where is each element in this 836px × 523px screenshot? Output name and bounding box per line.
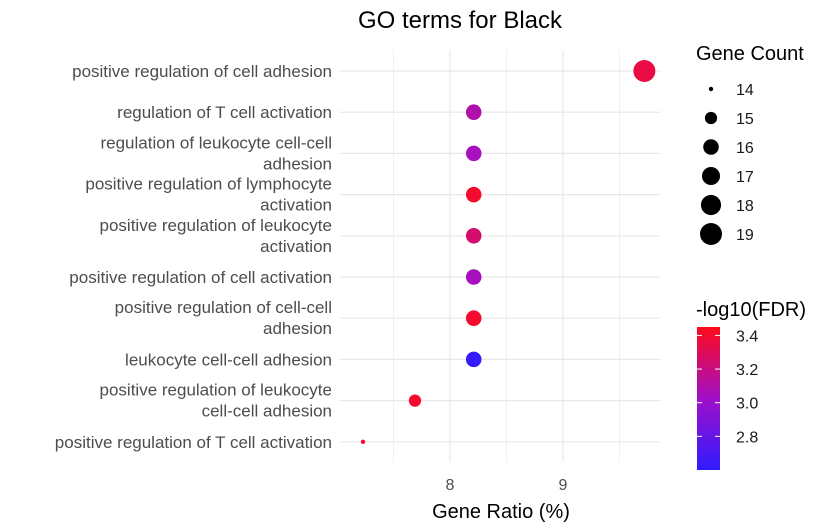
color-legend-label: 3.2 [736,362,758,379]
color-legend-label: 3.4 [736,328,758,345]
y-axis-labels: positive regulation of cell adhesion regu… [55,62,332,452]
size-legend-label: 19 [736,227,754,244]
x-axis-label: Gene Ratio (%) [432,501,570,523]
y-tick-label: leukocyte cell-cell adhesion [125,350,332,369]
size-legend-key [701,166,721,186]
color-legend-bar [697,327,720,470]
size-legend-key [704,111,718,125]
data-point [465,351,482,368]
y-tick-label: positive regulation of T cell activation [55,433,332,452]
x-tick-label: 9 [559,477,568,494]
data-points [360,60,656,444]
size-legend-title: Gene Count [696,43,804,65]
y-tick-label: positive regulation of cell activation [69,268,332,287]
y-tick-label: positive regulation of cell-cell adhesion [115,298,332,338]
color-legend: -log10(FDR) 3.4 3.2 3.0 2.8 [696,299,806,470]
size-legend-label: 14 [736,82,754,99]
data-point [465,228,482,244]
y-tick-label: regulation of T cell activation [117,103,332,122]
chart-title: GO terms for Black [358,7,563,34]
color-legend-label: 3.0 [736,396,758,413]
y-tick-label: positive regulation of lymphocyte activat… [85,175,332,215]
data-point [465,269,482,285]
y-tick-label: positive regulation of leukocyte activati… [100,216,332,256]
y-tick-label: regulation of leukocyte cell-cell adhesio… [100,133,332,173]
color-legend-title: -log10(FDR) [696,299,806,321]
size-legend-key [700,223,722,245]
size-legend-key [700,194,722,216]
size-legend-key [703,139,719,155]
size-legend-label: 18 [736,198,754,215]
data-point [465,145,482,162]
color-legend-label: 2.8 [736,429,758,446]
data-point [408,394,422,407]
size-legend-label: 16 [736,140,754,157]
data-point [360,439,366,444]
size-legend-key [708,86,714,92]
y-tick-label: positive regulation of leukocyte cell-cel… [100,381,332,421]
y-tick-label: positive regulation of cell adhesion [72,62,332,81]
x-tick-label: 8 [446,477,455,494]
size-legend: Gene Count 14 15 16 17 18 19 [696,43,804,245]
data-point [465,310,482,326]
data-point [633,60,656,82]
data-point [465,186,482,203]
size-legend-label: 15 [736,111,754,128]
size-legend-label: 17 [736,169,754,186]
gridlines [340,50,660,462]
data-point [465,104,482,120]
